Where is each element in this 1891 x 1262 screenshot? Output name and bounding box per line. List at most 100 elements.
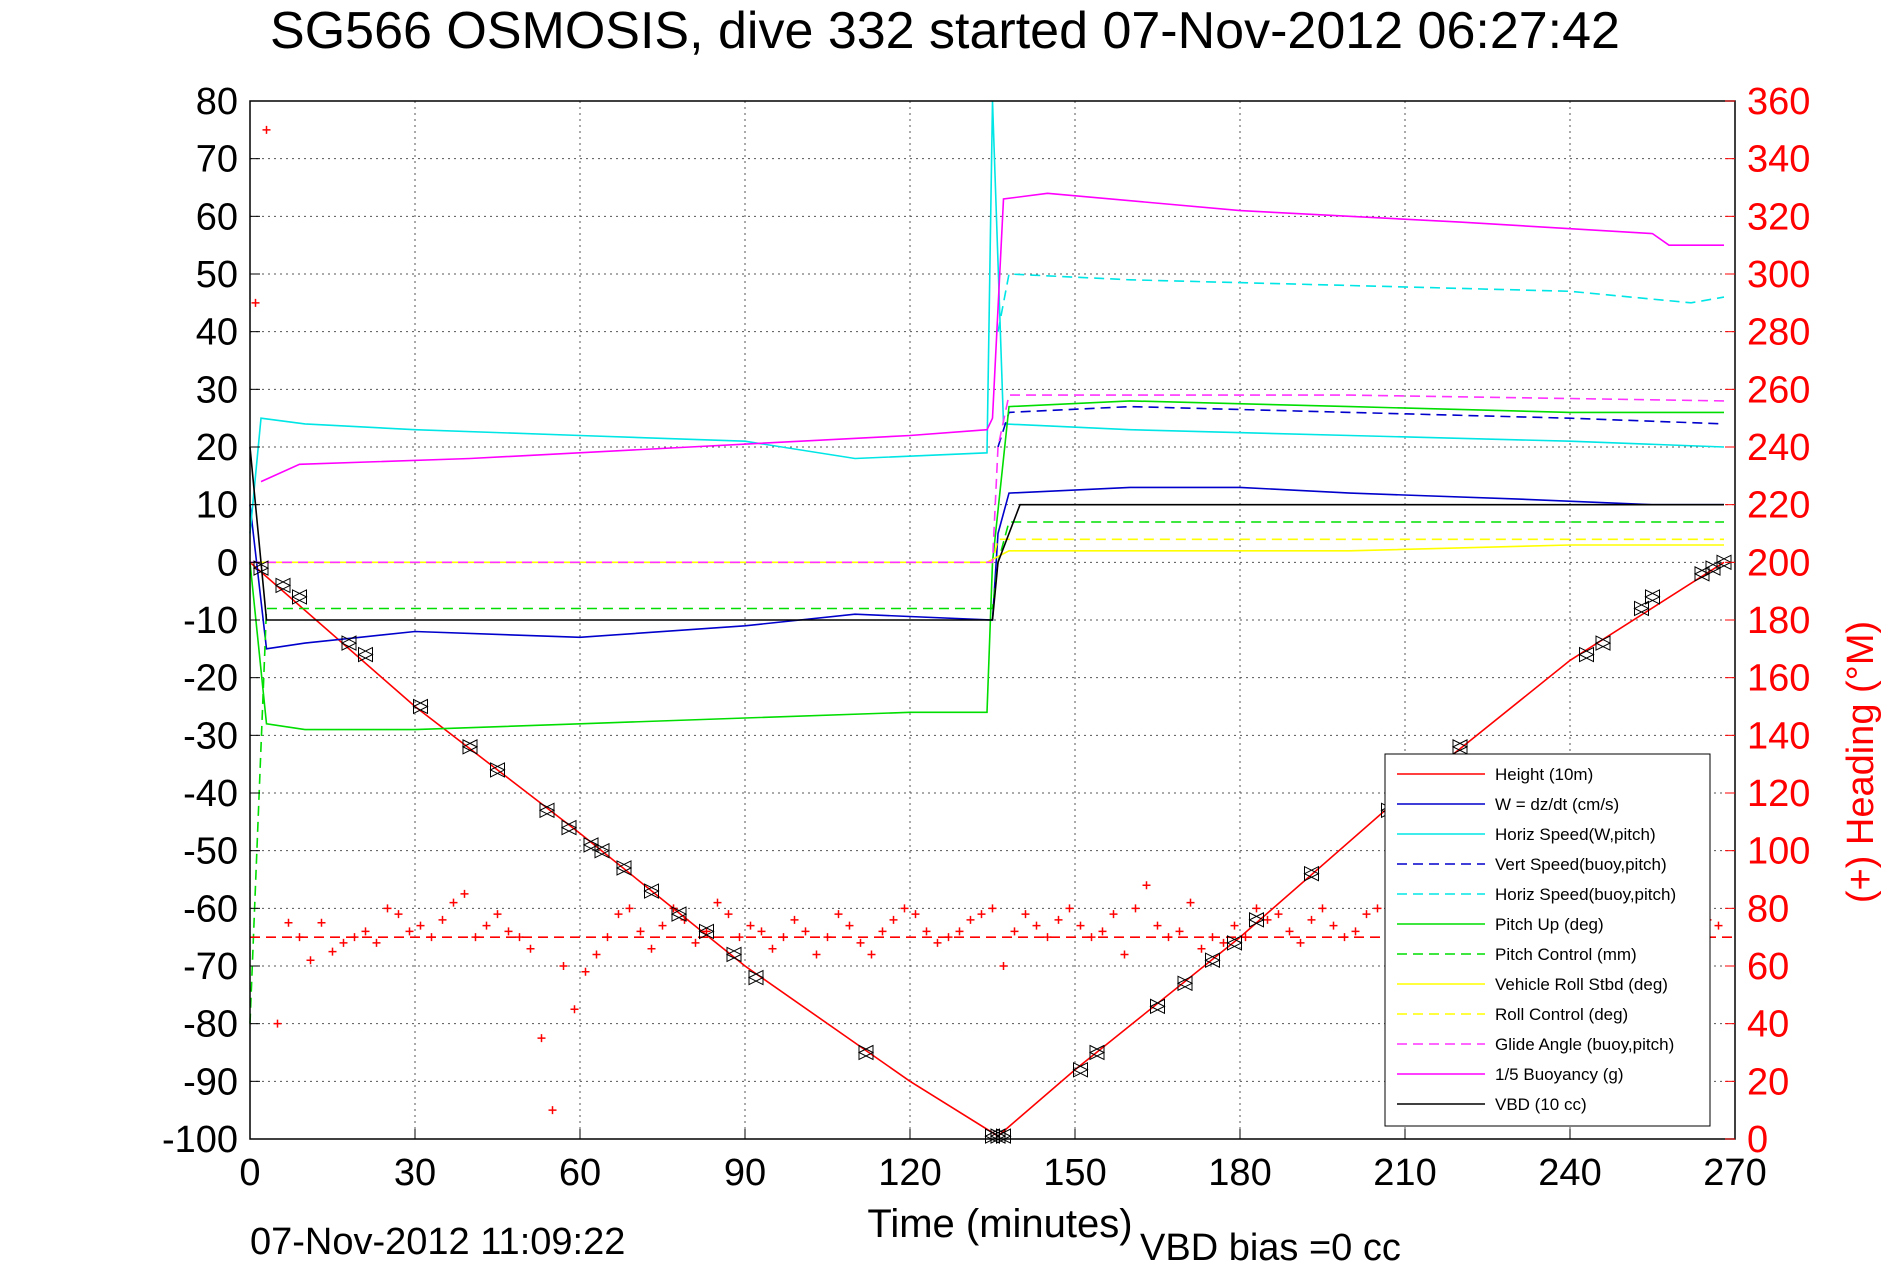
- heading-point: [1318, 904, 1327, 913]
- y-tick-label: -60: [183, 888, 238, 930]
- heading-point: [460, 889, 469, 898]
- series-line-w: [249, 486, 1724, 650]
- y-tick-label: 20: [196, 427, 238, 469]
- y-axis-ticks: 80 70 60 50 40 30 20 10 0 -10 -20 -30 -40 -50 -60 -70 -8…: [162, 81, 260, 1161]
- y2-tick-label: 300: [1747, 254, 1810, 296]
- depth-marker: [1578, 646, 1595, 663]
- depth-marker: [643, 883, 660, 899]
- legend-label: Height (10m): [1495, 765, 1593, 784]
- heading-point: [1329, 921, 1338, 930]
- heading-point: [1010, 927, 1019, 936]
- y2-tick-label: 160: [1747, 658, 1810, 700]
- heading-point: [900, 904, 909, 913]
- heading-point: [1274, 910, 1283, 919]
- y2-tick-label: 260: [1747, 369, 1810, 411]
- legend-label: Horiz Speed(buoy,pitch): [1495, 885, 1676, 904]
- y-tick-label: -80: [183, 1004, 238, 1046]
- heading-point: [625, 904, 634, 913]
- legend-label: W = dz/dt (cm/s): [1495, 795, 1619, 814]
- x-tick-label: 150: [1043, 1152, 1106, 1194]
- depth-marker: [412, 698, 429, 715]
- y-tick-label: -40: [183, 773, 238, 815]
- y2-tick-label: 240: [1747, 427, 1810, 469]
- y2-tick-label: 140: [1747, 715, 1810, 757]
- heading-point: [1252, 904, 1261, 913]
- depth-marker: [489, 762, 506, 778]
- heading-point: [1285, 927, 1294, 936]
- x-tick-label: 270: [1703, 1152, 1766, 1194]
- heading-point: [262, 125, 271, 134]
- y-tick-label: 0: [217, 542, 238, 584]
- heading-point: [449, 898, 458, 907]
- heading-point: [1230, 921, 1239, 930]
- heading-point: [592, 950, 601, 959]
- series-line-roll: [250, 544, 1724, 564]
- heading-point: [1142, 881, 1151, 890]
- heading-point: [933, 938, 942, 947]
- y-tick-label: -100: [162, 1119, 238, 1161]
- heading-point: [1120, 950, 1129, 959]
- y2-tick-label: 40: [1747, 1004, 1789, 1046]
- heading-point: [405, 927, 414, 936]
- y2-tick-label: 340: [1747, 139, 1810, 181]
- legend-label: Pitch Control (mm): [1495, 945, 1637, 964]
- x-tick-label: 30: [394, 1152, 436, 1194]
- y-tick-label: 60: [196, 196, 238, 238]
- heading-point: [1362, 910, 1371, 919]
- depth-marker: [1633, 600, 1650, 617]
- heading-point: [713, 898, 722, 907]
- x-tick-label: 90: [724, 1152, 766, 1194]
- y-tick-label: -30: [183, 715, 238, 757]
- heading-point: [1263, 915, 1272, 924]
- heading-point: [856, 938, 865, 947]
- heading-point: [647, 944, 656, 953]
- series-line-glide: [250, 394, 1725, 564]
- heading-point: [361, 927, 370, 936]
- heading-point: [1175, 927, 1184, 936]
- y-tick-label: 70: [196, 139, 238, 181]
- heading-point: [1098, 927, 1107, 936]
- legend-label: Roll Control (deg): [1495, 1005, 1628, 1024]
- y-tick-label: 10: [196, 485, 238, 527]
- y-tick-label: -70: [183, 946, 238, 988]
- y-tick-label: 40: [196, 312, 238, 354]
- x-tick-label: 120: [878, 1152, 941, 1194]
- heading-point: [1054, 915, 1063, 924]
- heading-point: [922, 927, 931, 936]
- heading-point: [889, 915, 898, 924]
- series-line-pitch-control: [249, 521, 1724, 1024]
- y-tick-label: 80: [196, 81, 238, 123]
- heading-point: [988, 904, 997, 913]
- y2-tick-label: 180: [1747, 600, 1810, 642]
- heading-point: [526, 944, 535, 953]
- heading-point: [768, 944, 777, 953]
- series-line-buoyancy: [260, 192, 1724, 483]
- chart-title: SG566 OSMOSIS, dive 332 started 07-Nov-2…: [270, 2, 1620, 60]
- y2-axis-ticks: 3603403203002802602402202001801601401201…: [1725, 81, 1810, 1161]
- depth-marker: [1072, 1061, 1089, 1078]
- heading-point: [812, 950, 821, 959]
- depth-marker: [698, 923, 715, 940]
- y-tick-label: 30: [196, 369, 238, 411]
- heading-point: [548, 1106, 557, 1115]
- heading-point: [1351, 927, 1360, 936]
- heading-point: [251, 298, 260, 307]
- heading-point: [570, 1005, 579, 1014]
- depth-marker: [357, 646, 374, 663]
- legend-label: Vehicle Roll Stbd (deg): [1495, 975, 1668, 994]
- heading-point: [1065, 904, 1074, 913]
- x-tick-label: 210: [1373, 1152, 1436, 1194]
- x-axis-label: Time (minutes): [867, 1202, 1132, 1246]
- heading-point: [1219, 938, 1228, 947]
- legend-label: Vert Speed(buoy,pitch): [1495, 855, 1667, 874]
- heading-point: [966, 915, 975, 924]
- heading-point: [801, 927, 810, 936]
- depth-marker: [291, 589, 308, 605]
- y2-tick-label: 200: [1747, 542, 1810, 584]
- y-tick-label: -10: [183, 600, 238, 642]
- heading-point: [999, 962, 1008, 970]
- series-line-roll-control: [250, 538, 1724, 564]
- heading-point: [691, 938, 700, 947]
- heading-point: [1076, 921, 1085, 930]
